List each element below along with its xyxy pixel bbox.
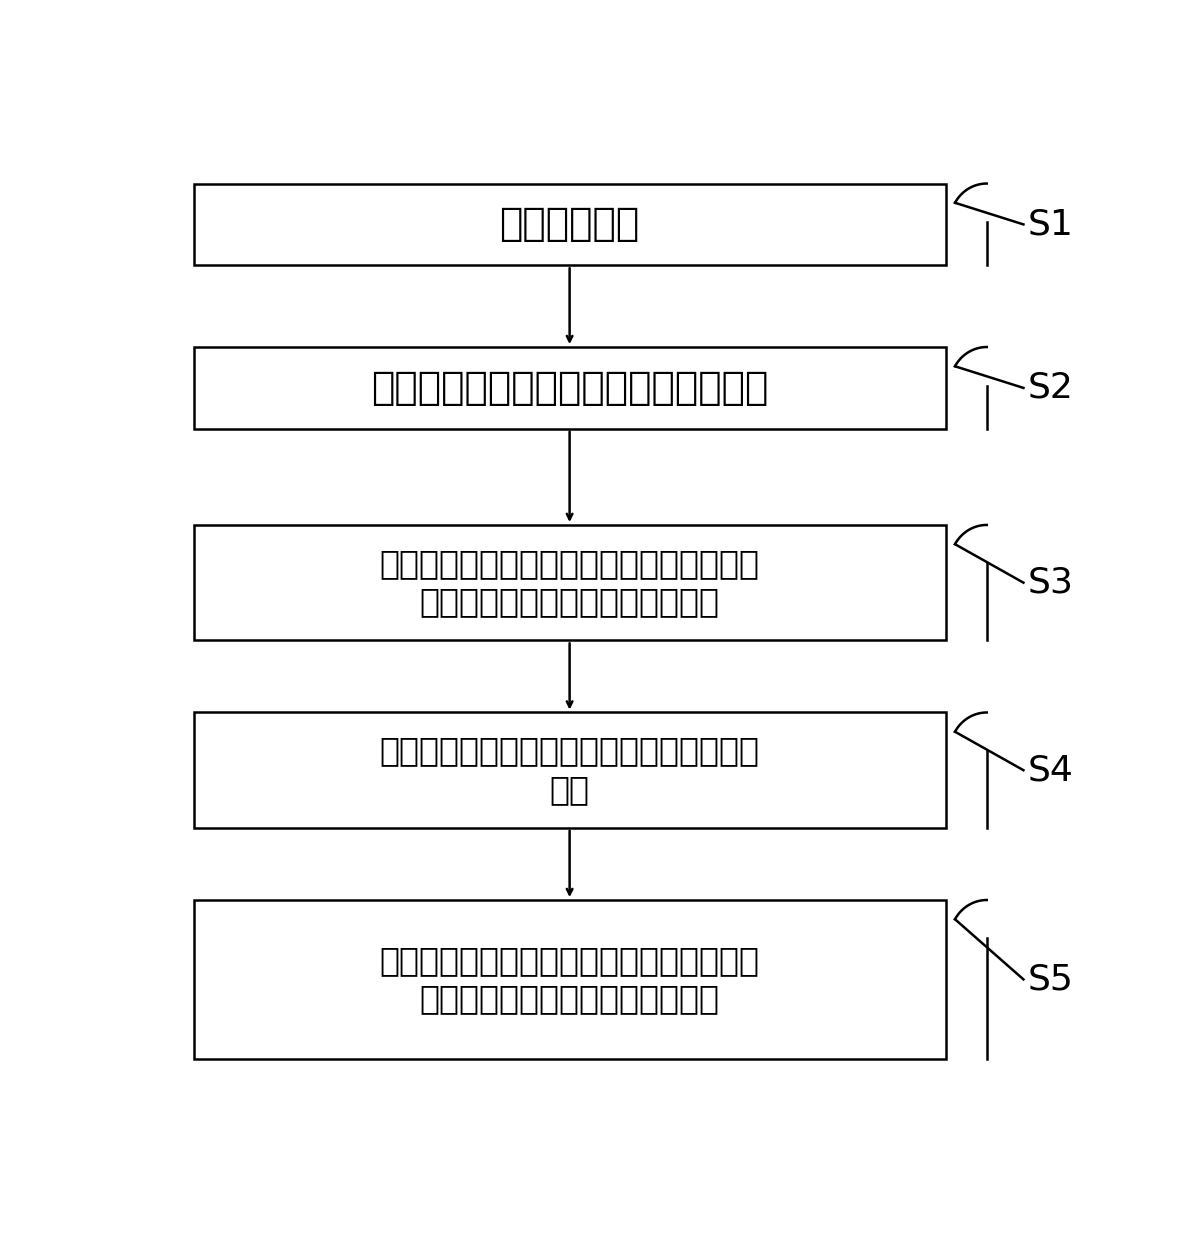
- Text: S4: S4: [1028, 753, 1074, 787]
- Text: S5: S5: [1028, 963, 1074, 997]
- Bar: [194, 525, 945, 641]
- Text: S2: S2: [1028, 371, 1074, 405]
- Bar: [194, 184, 945, 265]
- Text: 采集爆震信号: 采集爆震信号: [499, 205, 640, 244]
- Bar: [194, 347, 945, 428]
- Text: 对经过第二级低通滤波的爆震信号进行带通
滤波: 对经过第二级低通滤波的爆震信号进行带通 滤波: [380, 734, 759, 806]
- Text: 将经过第一级低通滤波后的爆震信号转换为
数字信号，并进行第二级低通滤波: 将经过第一级低通滤波后的爆震信号转换为 数字信号，并进行第二级低通滤波: [380, 547, 759, 618]
- Text: S1: S1: [1028, 207, 1074, 241]
- Bar: [194, 712, 945, 828]
- Text: S3: S3: [1028, 566, 1074, 600]
- Text: 对所述带通滤波后的爆震信号进行积分，以
得到代表气缸内爆震强弱的能量值: 对所述带通滤波后的爆震信号进行积分，以 得到代表气缸内爆震强弱的能量值: [380, 944, 759, 1015]
- Text: 对采集的爆震信号进行第一级低通滤波: 对采集的爆震信号进行第一级低通滤波: [371, 368, 768, 407]
- Bar: [194, 901, 945, 1059]
